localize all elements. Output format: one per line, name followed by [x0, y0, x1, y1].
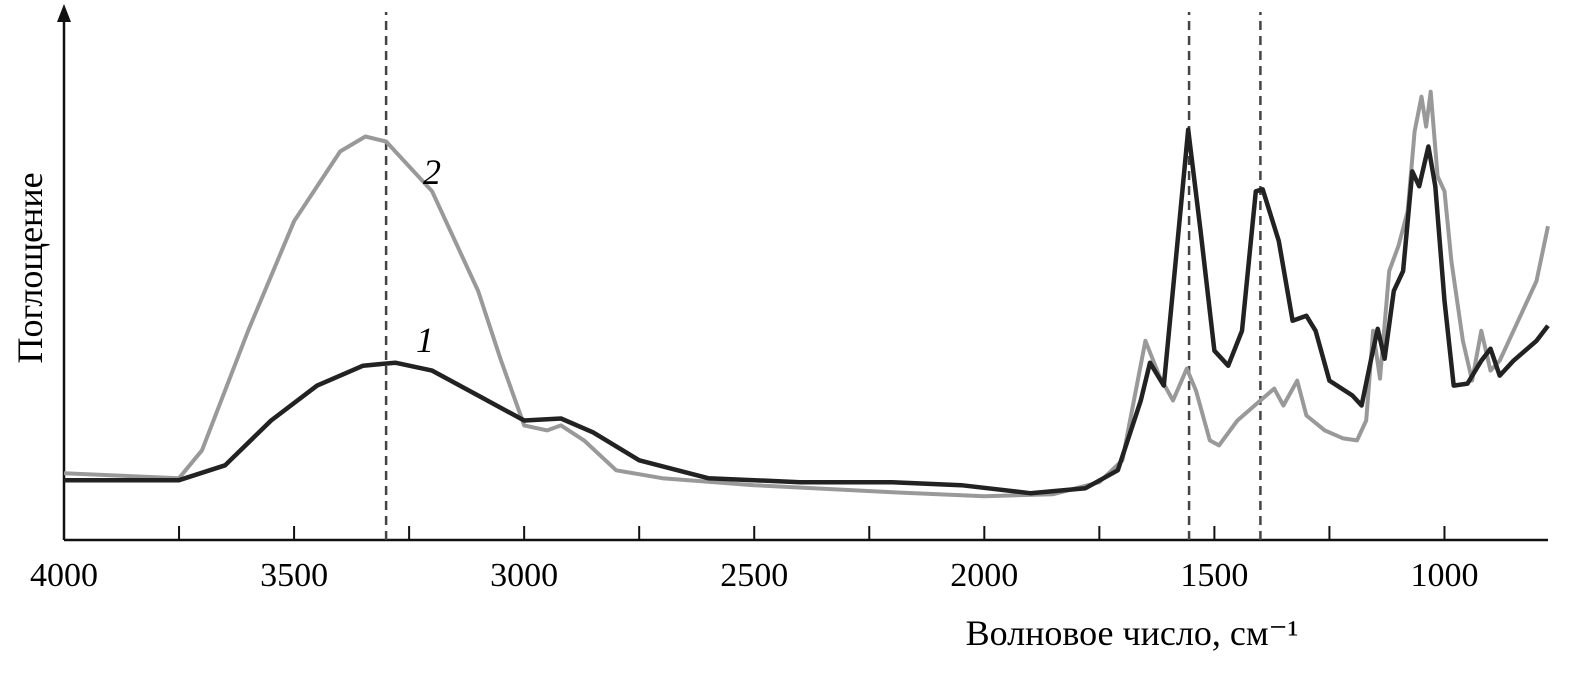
x-tick-label: 1500	[1180, 557, 1248, 594]
curve-label: 1	[416, 320, 434, 360]
x-axis-label: Волновое число, см⁻¹	[966, 613, 1299, 653]
x-tick-label: 4000	[30, 557, 98, 594]
x-tick-label: 2500	[720, 557, 788, 594]
spectrum-line	[64, 127, 1550, 496]
spectrum-line	[63, 89, 1550, 499]
curve-label: 2	[423, 152, 441, 192]
x-tick-label: 3000	[490, 557, 558, 594]
y-axis-label: Поглощение	[10, 172, 50, 363]
x-tick-label: 3500	[260, 557, 328, 594]
x-tick-label: 1000	[1410, 557, 1478, 594]
y-axis-arrow	[57, 4, 71, 22]
x-tick-label: 2000	[950, 557, 1018, 594]
